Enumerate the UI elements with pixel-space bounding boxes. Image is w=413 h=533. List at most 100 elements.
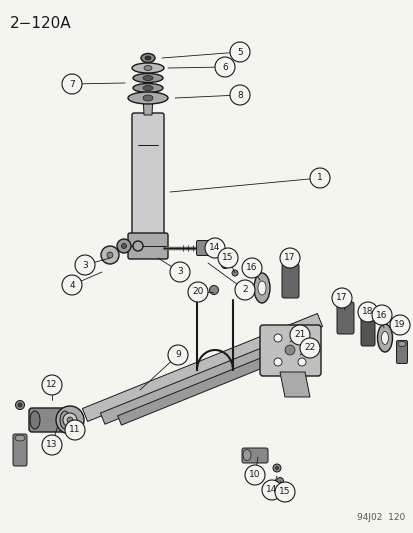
Ellipse shape: [101, 246, 119, 264]
Text: 14: 14: [209, 244, 220, 253]
Circle shape: [261, 480, 281, 500]
Ellipse shape: [144, 66, 152, 70]
Circle shape: [274, 482, 294, 502]
Text: 3: 3: [82, 261, 88, 270]
Ellipse shape: [141, 53, 154, 62]
Polygon shape: [82, 313, 322, 422]
Polygon shape: [142, 95, 153, 115]
Text: 14: 14: [266, 486, 277, 495]
Ellipse shape: [254, 273, 269, 303]
Text: 15: 15: [222, 254, 233, 262]
Ellipse shape: [142, 95, 153, 101]
Ellipse shape: [377, 324, 392, 352]
Text: 16: 16: [246, 263, 257, 272]
Text: 13: 13: [46, 440, 57, 449]
Ellipse shape: [63, 413, 77, 427]
Circle shape: [170, 262, 190, 282]
Ellipse shape: [128, 92, 168, 104]
Text: 94J02  120: 94J02 120: [356, 513, 404, 522]
Ellipse shape: [275, 466, 278, 470]
Ellipse shape: [107, 252, 113, 258]
Text: 16: 16: [375, 311, 387, 319]
Ellipse shape: [209, 286, 218, 295]
Text: 2−120A: 2−120A: [10, 16, 71, 31]
FancyBboxPatch shape: [281, 264, 298, 298]
FancyBboxPatch shape: [29, 408, 71, 432]
Ellipse shape: [117, 239, 131, 253]
FancyBboxPatch shape: [336, 302, 353, 334]
Circle shape: [289, 325, 309, 345]
Circle shape: [309, 168, 329, 188]
Text: 19: 19: [393, 320, 405, 329]
Circle shape: [65, 420, 85, 440]
Ellipse shape: [15, 435, 25, 441]
Polygon shape: [117, 343, 300, 425]
Ellipse shape: [18, 403, 22, 407]
Polygon shape: [100, 329, 311, 424]
Circle shape: [62, 275, 82, 295]
Circle shape: [371, 305, 391, 325]
Ellipse shape: [242, 449, 250, 461]
Circle shape: [218, 248, 237, 268]
Ellipse shape: [272, 464, 280, 472]
FancyBboxPatch shape: [13, 434, 27, 466]
Circle shape: [42, 375, 62, 395]
Circle shape: [389, 315, 409, 335]
Ellipse shape: [121, 244, 126, 248]
Ellipse shape: [30, 411, 40, 429]
Circle shape: [235, 280, 254, 300]
Text: 8: 8: [237, 91, 242, 100]
Ellipse shape: [257, 281, 266, 295]
Circle shape: [273, 358, 281, 366]
Text: 5: 5: [237, 47, 242, 56]
Text: 22: 22: [304, 343, 315, 352]
Circle shape: [204, 238, 224, 258]
Ellipse shape: [221, 262, 228, 269]
Text: 9: 9: [175, 351, 180, 359]
Circle shape: [357, 302, 377, 322]
Circle shape: [230, 42, 249, 62]
Circle shape: [168, 345, 188, 365]
Text: 4: 4: [69, 280, 75, 289]
Text: 11: 11: [69, 425, 81, 434]
Ellipse shape: [132, 63, 164, 73]
Ellipse shape: [133, 84, 163, 93]
Circle shape: [188, 282, 207, 302]
Circle shape: [299, 338, 319, 358]
Text: 21: 21: [294, 330, 305, 340]
Ellipse shape: [145, 56, 151, 60]
Circle shape: [273, 334, 281, 342]
Ellipse shape: [142, 76, 153, 80]
Text: 20: 20: [192, 287, 203, 296]
Circle shape: [331, 288, 351, 308]
Text: 2: 2: [242, 286, 247, 295]
Ellipse shape: [15, 400, 24, 409]
Text: 18: 18: [361, 308, 373, 317]
Circle shape: [42, 435, 62, 455]
Circle shape: [62, 74, 82, 94]
Text: 15: 15: [279, 488, 290, 497]
FancyBboxPatch shape: [196, 240, 213, 255]
Polygon shape: [279, 372, 309, 397]
FancyBboxPatch shape: [242, 448, 267, 463]
Ellipse shape: [133, 241, 142, 251]
Text: 1: 1: [316, 174, 322, 182]
FancyBboxPatch shape: [360, 318, 374, 346]
Text: 6: 6: [222, 62, 227, 71]
Ellipse shape: [67, 417, 73, 423]
Ellipse shape: [231, 270, 237, 276]
FancyBboxPatch shape: [259, 325, 320, 376]
FancyBboxPatch shape: [132, 113, 164, 237]
Ellipse shape: [133, 74, 163, 83]
Circle shape: [284, 345, 294, 355]
Circle shape: [214, 57, 235, 77]
Ellipse shape: [397, 342, 405, 346]
Circle shape: [244, 465, 264, 485]
Ellipse shape: [223, 263, 226, 266]
Text: 10: 10: [249, 471, 260, 480]
Ellipse shape: [380, 332, 387, 344]
Text: 17: 17: [335, 294, 347, 303]
Ellipse shape: [276, 478, 283, 484]
Circle shape: [279, 248, 299, 268]
Text: 7: 7: [69, 79, 75, 88]
